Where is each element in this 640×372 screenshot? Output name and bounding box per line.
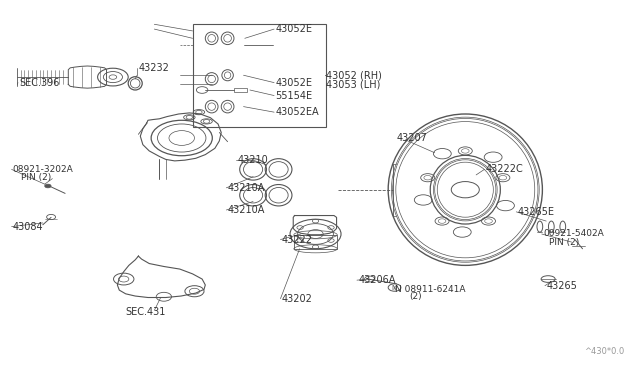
- Bar: [193, 24, 326, 127]
- Text: 43052E: 43052E: [275, 24, 312, 34]
- Text: 43265: 43265: [546, 281, 577, 291]
- Text: 08921-3202A: 08921-3202A: [13, 165, 74, 174]
- Text: 43210: 43210: [237, 155, 268, 165]
- Text: 55154E: 55154E: [275, 90, 312, 100]
- Text: 43202: 43202: [282, 294, 313, 304]
- Text: 43052EA: 43052EA: [275, 107, 319, 117]
- Text: 00921-5402A: 00921-5402A: [543, 230, 604, 238]
- Text: 43210A: 43210A: [228, 183, 265, 193]
- Text: 43052E: 43052E: [275, 78, 312, 88]
- Text: 43265E: 43265E: [518, 207, 554, 217]
- Text: 43210A: 43210A: [228, 205, 265, 215]
- Text: ^430*0.0: ^430*0.0: [584, 347, 625, 356]
- Text: PIN (2): PIN (2): [20, 173, 51, 182]
- Text: 43084: 43084: [13, 222, 44, 232]
- Text: 43222: 43222: [282, 234, 313, 244]
- Text: SEC.396: SEC.396: [19, 78, 60, 88]
- Text: N: N: [391, 285, 397, 291]
- Circle shape: [45, 184, 51, 188]
- Text: 43053 (LH): 43053 (LH): [326, 80, 381, 89]
- Text: (2): (2): [409, 292, 422, 301]
- Bar: [234, 88, 246, 92]
- Text: 43222C: 43222C: [486, 164, 524, 174]
- Text: 43206A: 43206A: [358, 275, 396, 285]
- Text: 43052 (RH): 43052 (RH): [326, 70, 382, 80]
- Text: N 08911-6241A: N 08911-6241A: [395, 285, 466, 294]
- Text: SEC.431: SEC.431: [125, 307, 166, 317]
- Text: 43207: 43207: [396, 133, 428, 143]
- Bar: [294, 235, 337, 249]
- Text: 43232: 43232: [138, 63, 169, 73]
- Text: PIN (2): PIN (2): [549, 238, 580, 247]
